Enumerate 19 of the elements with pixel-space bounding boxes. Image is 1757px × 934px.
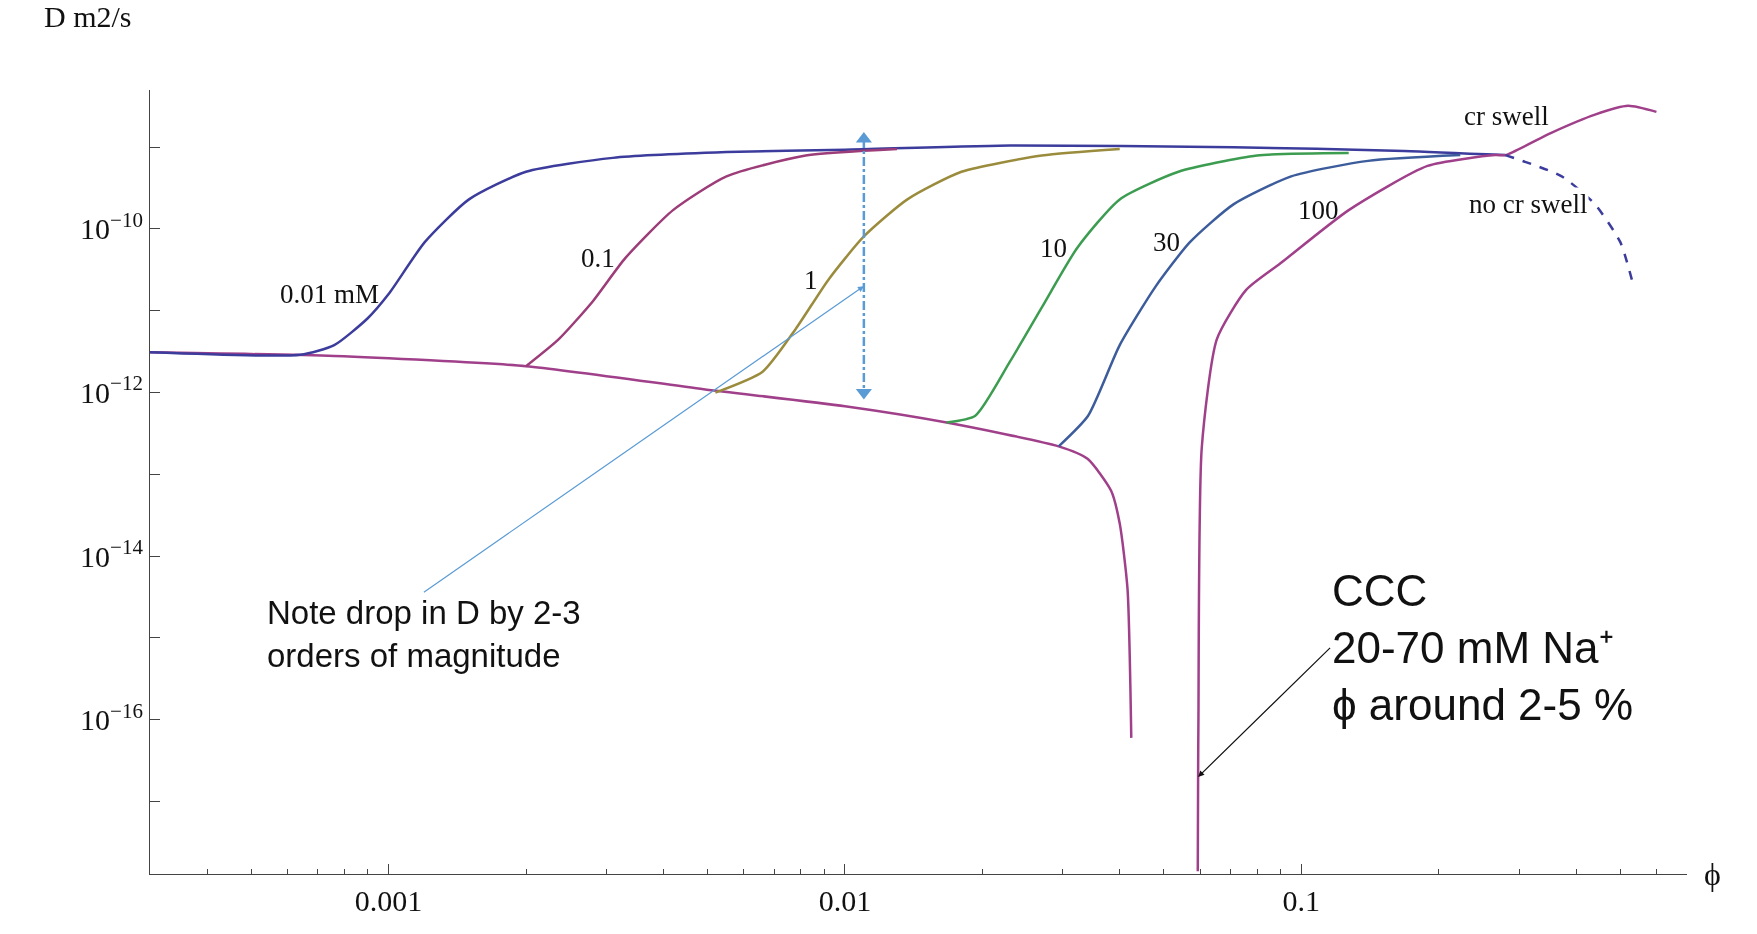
annotation: cr swell: [1464, 101, 1549, 131]
y-axis-title: D m2/s: [44, 0, 132, 33]
x-tick-label: 0.001: [354, 884, 423, 918]
annotation: 1: [804, 265, 818, 295]
annotation: 10: [1040, 233, 1067, 263]
y-tick-label: 10$^{−12}$: [80, 371, 143, 410]
annotation: 0.1: [581, 243, 615, 273]
y-tick-label: 10$^{−14}$: [80, 535, 144, 573]
y-tick-label: 10$^{−10}$: [80, 207, 143, 246]
annotation: Note drop in D by 2-3 orders of magnitude: [267, 594, 581, 674]
x-axis-title: ϕ: [1704, 856, 1721, 892]
x-tick-label: 0.1: [1282, 884, 1321, 918]
annotation: 100: [1298, 195, 1339, 225]
y-tick-label: 10$^{−16}$: [80, 698, 143, 737]
annotation: 30: [1153, 227, 1180, 257]
x-tick-label: 0.01: [818, 884, 872, 918]
annotation: 0.01 mM: [280, 279, 380, 309]
annotation: CCC 20-70 mM Na⁺ ϕ around 2-5 %: [1332, 566, 1634, 730]
annotation: no cr swell: [1469, 189, 1588, 219]
